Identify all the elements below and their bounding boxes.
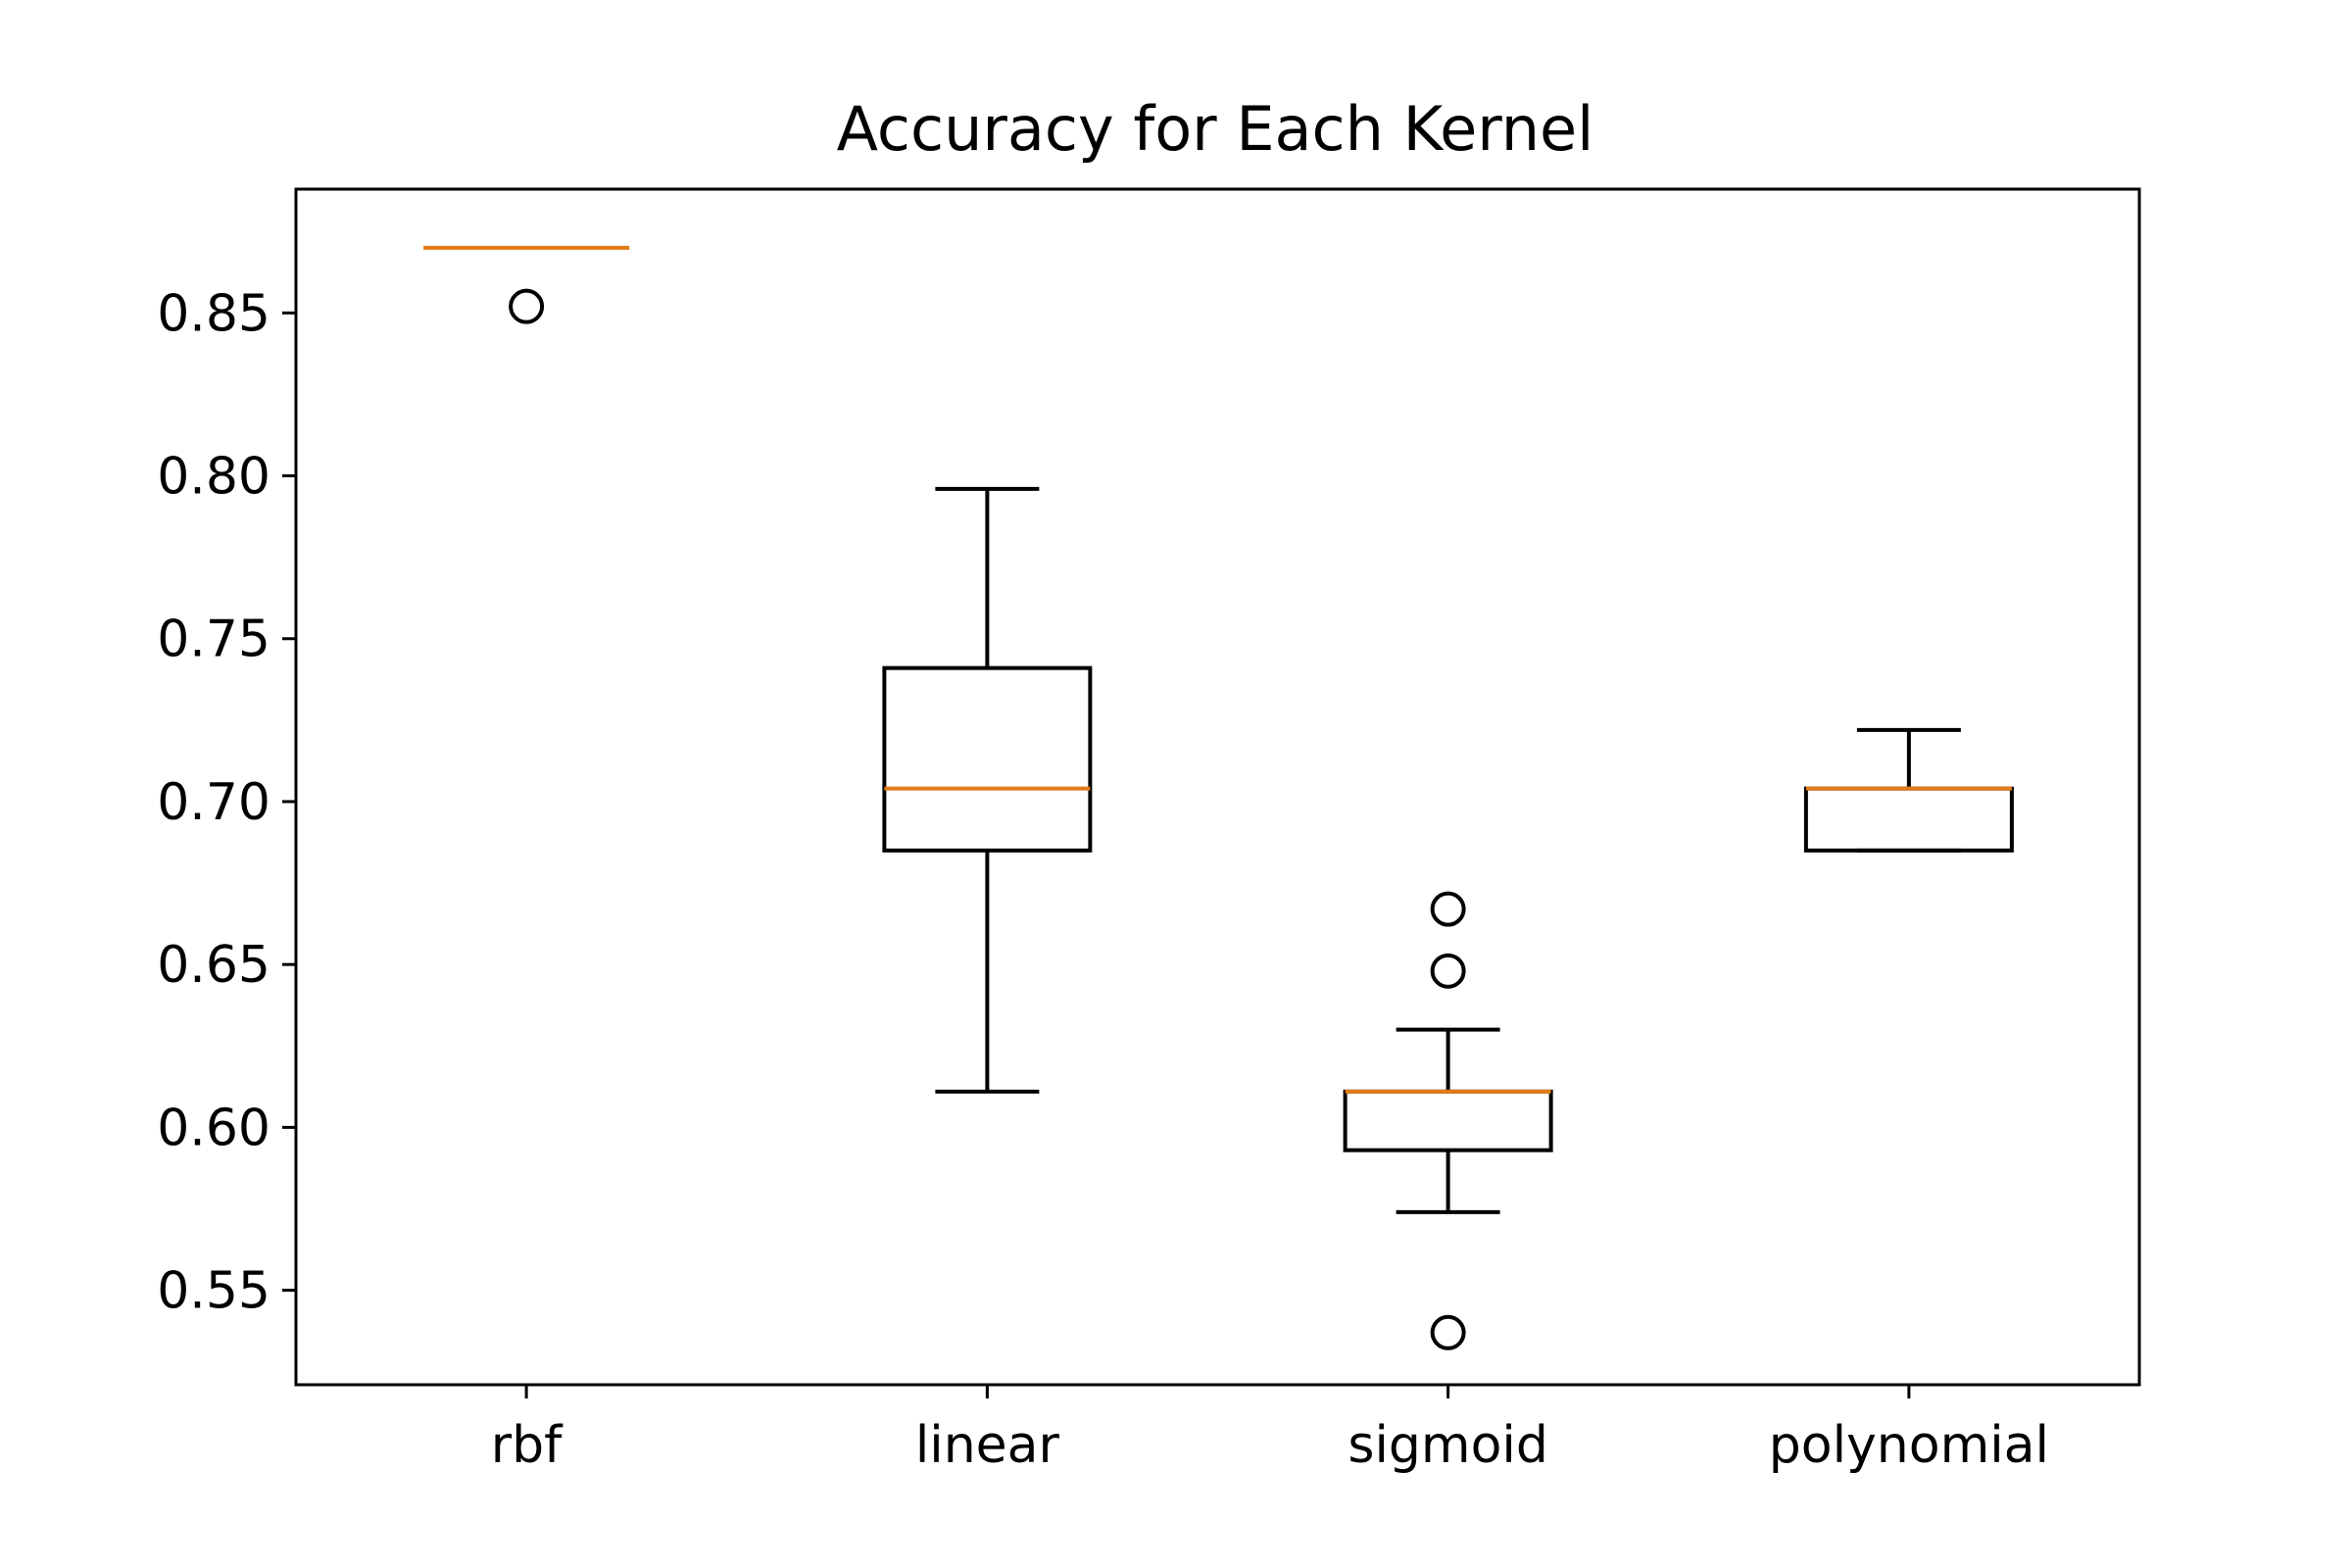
y-tick-label: 0.85 <box>157 284 270 343</box>
x-tick-label: rbf <box>491 1416 564 1475</box>
plot-marks <box>423 245 2014 1350</box>
y-tick-label: 0.80 <box>157 448 270 507</box>
x-tick-label: linear <box>915 1416 1060 1475</box>
box-group-sigmoid <box>1343 891 1553 1350</box>
chart-title: Accuracy for Each Kernel <box>837 93 1594 165</box>
y-tick-label: 0.55 <box>157 1262 270 1321</box>
y-tick-label: 0.65 <box>157 936 270 995</box>
box-group-polynomial <box>1803 727 2014 853</box>
y-axis: 0.55 0.60 0.65 0.70 0.75 0.80 0.85 <box>157 284 296 1321</box>
outlier-point <box>1430 891 1466 927</box>
box-group-rbf <box>423 245 630 324</box>
box-iqr <box>882 665 1093 853</box>
outlier-point <box>509 288 545 324</box>
y-tick-label: 0.60 <box>157 1099 270 1157</box>
y-tick-label: 0.75 <box>157 611 270 669</box>
y-tick-label: 0.70 <box>157 773 270 832</box>
box-group-linear <box>882 486 1093 1094</box>
plot-area-frame <box>294 187 2141 1387</box>
x-axis: rbf linear sigmoid polynomial <box>491 1385 2049 1475</box>
x-tick-label: polynomial <box>1769 1416 2049 1475</box>
outlier-point <box>1430 1314 1466 1350</box>
outlier-point <box>1430 953 1466 989</box>
x-tick-label: sigmoid <box>1348 1416 1547 1475</box>
